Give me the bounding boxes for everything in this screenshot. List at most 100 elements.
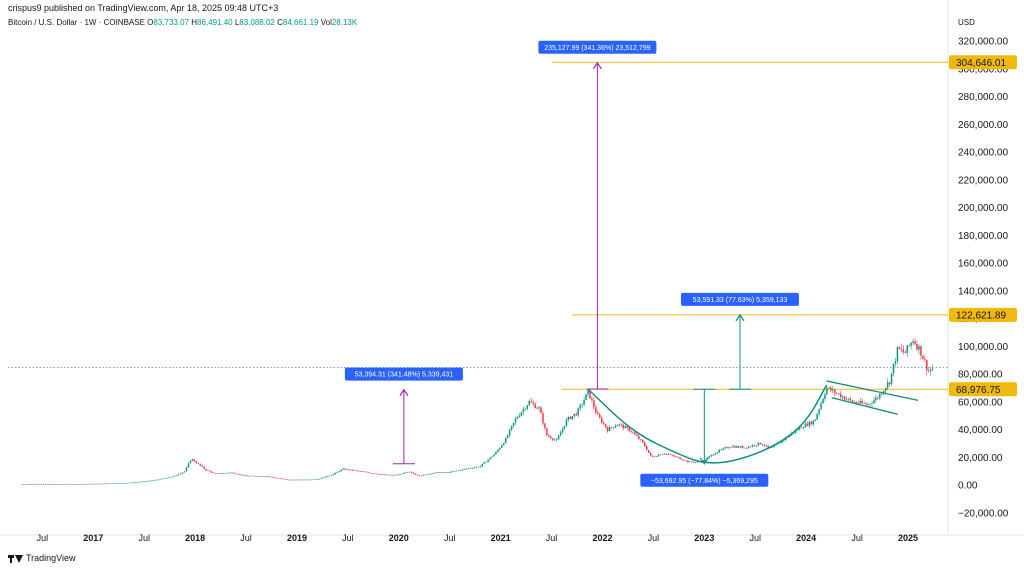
candle bbox=[835, 391, 838, 395]
candle bbox=[749, 445, 752, 448]
candle bbox=[665, 453, 668, 456]
candle-body bbox=[97, 483, 100, 485]
candle bbox=[148, 480, 151, 482]
candle-body bbox=[875, 397, 877, 401]
candle bbox=[309, 479, 311, 481]
candle bbox=[800, 426, 803, 428]
candle bbox=[510, 425, 513, 432]
time-axis[interactable]: Jul 2017 Jul 2018 Jul 2019 Jul 2020 Jul 2021 Jul 20… bbox=[37, 533, 918, 543]
candle bbox=[667, 452, 670, 456]
candle bbox=[46, 484, 49, 485]
x-tick-label: Jul bbox=[648, 533, 660, 543]
candle-body bbox=[217, 473, 219, 475]
candle-body bbox=[477, 466, 480, 468]
y-tick-label: 160,000.00 bbox=[958, 259, 1008, 270]
candle-body bbox=[765, 445, 767, 447]
candle bbox=[269, 476, 272, 478]
candle-body bbox=[881, 393, 883, 395]
candle-body bbox=[410, 471, 413, 473]
candle bbox=[906, 345, 908, 358]
candle-body bbox=[593, 400, 595, 408]
candle-body bbox=[211, 471, 213, 473]
candle bbox=[76, 483, 78, 485]
flag-channel-line[interactable] bbox=[831, 396, 898, 415]
price-level-box[interactable]: 304,646.01 bbox=[949, 55, 1017, 70]
measure-label[interactable]: 53,394.31 (341.48%) 5,339,431 bbox=[344, 367, 463, 381]
candle-body bbox=[197, 463, 200, 464]
candle-body bbox=[299, 479, 301, 481]
candle bbox=[456, 470, 458, 472]
candle bbox=[448, 471, 450, 473]
candle bbox=[534, 401, 536, 409]
candle-body bbox=[285, 479, 288, 480]
candle-body bbox=[291, 479, 294, 481]
price-level-box[interactable]: 68,976.75 bbox=[949, 382, 1017, 397]
flag-channel-line[interactable] bbox=[826, 380, 919, 401]
candle-body bbox=[91, 483, 94, 485]
candle bbox=[444, 471, 446, 473]
price-axis[interactable]: 320,000.00 300,000.00 280,000.00 260,000.00… bbox=[949, 37, 1017, 520]
candle-body bbox=[174, 475, 176, 477]
candle-body bbox=[532, 402, 534, 404]
measure-label[interactable]: 53,591.33 (77.63%) 5,359,133 bbox=[680, 292, 799, 306]
candle-body bbox=[269, 476, 272, 478]
candle-body bbox=[138, 481, 141, 483]
candle bbox=[363, 471, 366, 473]
candle bbox=[454, 470, 456, 472]
candle bbox=[250, 475, 252, 477]
candle bbox=[757, 442, 760, 447]
candle bbox=[604, 423, 607, 429]
candle-body bbox=[798, 427, 801, 430]
tradingview-footer[interactable]: TradingView bbox=[8, 553, 76, 563]
candle bbox=[74, 483, 76, 485]
candle bbox=[628, 427, 630, 433]
candle-body bbox=[140, 481, 143, 483]
price-range-measure[interactable]: 235,127.99 (341.36%) 23,512,799 bbox=[538, 40, 657, 390]
candle-body bbox=[185, 467, 188, 472]
candle-body bbox=[587, 390, 589, 395]
measure-label[interactable]: 235,127.99 (341.36%) 23,512,799 bbox=[538, 40, 657, 54]
candle-body bbox=[424, 474, 427, 476]
candle-body bbox=[42, 484, 45, 485]
chart-drawings[interactable]: 53,394.31 (341.48%) 5,339,431 235,127.99 … bbox=[344, 40, 919, 487]
candle bbox=[342, 468, 344, 470]
candle bbox=[645, 444, 648, 451]
candle bbox=[324, 476, 327, 478]
horizontal-levels[interactable] bbox=[8, 61, 948, 390]
candle-body bbox=[645, 446, 648, 451]
candle-body bbox=[175, 475, 178, 476]
candle bbox=[209, 470, 211, 472]
candle bbox=[228, 472, 231, 474]
price-range-measure[interactable]: 53,394.31 (341.48%) 5,339,431 bbox=[344, 367, 463, 465]
candle-body bbox=[119, 483, 121, 484]
candle-body bbox=[518, 415, 521, 418]
price-range-measure[interactable]: −53,692.95 (−77.84%) −5,369,295 bbox=[640, 388, 769, 487]
candle bbox=[495, 451, 497, 455]
candle bbox=[340, 469, 342, 472]
price-level-box[interactable]: 122,621.89 bbox=[949, 307, 1017, 322]
candle bbox=[822, 397, 824, 404]
candle-body bbox=[755, 445, 758, 447]
candle-body bbox=[501, 445, 503, 448]
candle bbox=[649, 451, 652, 457]
measure-label[interactable]: −53,692.95 (−77.84%) −5,369,295 bbox=[640, 473, 769, 487]
price-range-measure[interactable]: 53,591.33 (77.63%) 5,359,133 bbox=[680, 292, 799, 390]
candle bbox=[461, 468, 464, 471]
candle bbox=[501, 444, 503, 449]
candle bbox=[58, 484, 60, 485]
candle bbox=[166, 477, 168, 479]
candle-body bbox=[434, 472, 436, 474]
candle bbox=[346, 469, 348, 470]
cup-curve[interactable] bbox=[587, 384, 828, 464]
candle-body bbox=[295, 479, 297, 481]
candle-body bbox=[232, 472, 235, 474]
candle bbox=[912, 338, 914, 346]
candle bbox=[291, 479, 294, 481]
candle bbox=[651, 455, 654, 457]
candle-body bbox=[548, 435, 550, 437]
candle-body bbox=[929, 369, 932, 372]
candle-body bbox=[422, 474, 425, 476]
candle-body bbox=[812, 421, 814, 425]
candle bbox=[287, 479, 290, 481]
